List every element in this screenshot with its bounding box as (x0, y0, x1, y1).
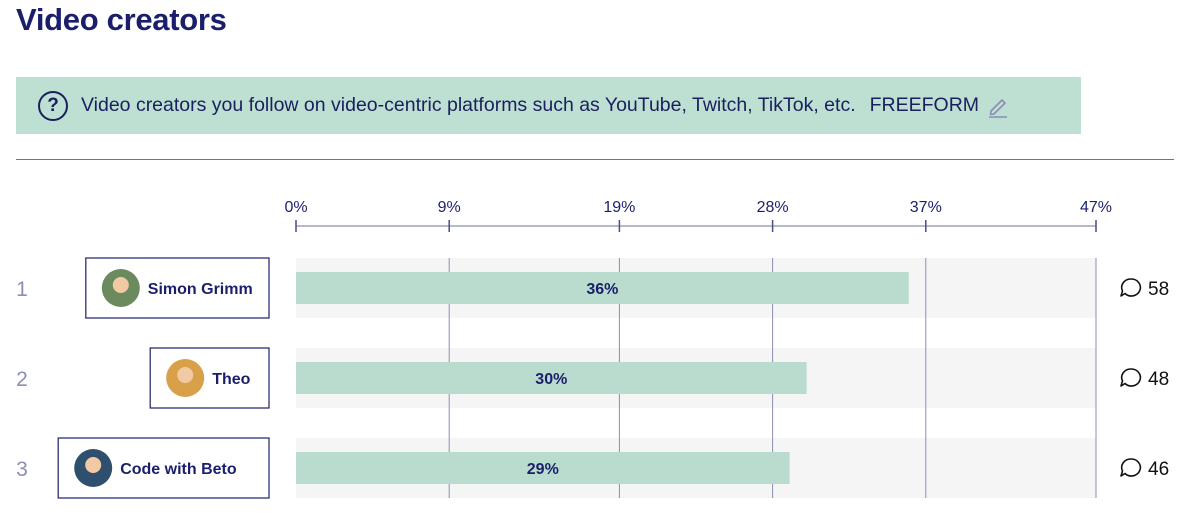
question-banner: ? Video creators you follow on video-cen… (16, 77, 1081, 134)
x-tick-label: 28% (757, 199, 789, 216)
avatar-face (177, 367, 194, 383)
x-tick-label: 37% (910, 199, 942, 216)
section-divider (16, 159, 1174, 160)
bar-value-label: 36% (586, 281, 618, 298)
question-circle-icon: ? (38, 90, 68, 121)
row-rank: 3 (16, 458, 28, 481)
page-title: Video creators (16, 2, 227, 37)
bar-value-label: 30% (535, 371, 567, 388)
x-tick-label: 9% (438, 199, 461, 216)
row-rank: 1 (16, 278, 28, 301)
avatar-face (85, 457, 102, 473)
bar-value-label: 29% (527, 461, 559, 478)
x-tick-label: 0% (284, 199, 307, 216)
creator-name: Code with Beto (120, 461, 237, 478)
pencil-icon[interactable] (987, 94, 1009, 118)
question-text: Video creators you follow on video-centr… (81, 94, 856, 116)
comment-count: 46 (1148, 459, 1169, 480)
speech-bubble-icon (1120, 278, 1142, 297)
bar (296, 362, 807, 394)
row-rank: 2 (16, 368, 28, 391)
row-gap (300, 408, 1100, 438)
bar (296, 452, 790, 484)
bar (296, 272, 909, 304)
row-gap (300, 318, 1100, 348)
question-type-tag: FREEFORM (869, 94, 980, 116)
speech-bubble-icon (1120, 368, 1142, 387)
bar-chart: 0% 9% 19% 28% 37% 47% 1 Simon Grimm 36% 58 2 Theo 30… (16, 199, 1169, 499)
creator-name: Simon Grimm (148, 281, 253, 298)
creator-name: Theo (212, 371, 250, 388)
x-tick-label: 19% (603, 199, 635, 216)
x-tick-label: 47% (1080, 199, 1112, 216)
comment-count: 48 (1148, 369, 1169, 390)
comment-count: 58 (1148, 279, 1169, 300)
avatar-face (112, 277, 129, 293)
speech-bubble-icon (1120, 458, 1142, 477)
